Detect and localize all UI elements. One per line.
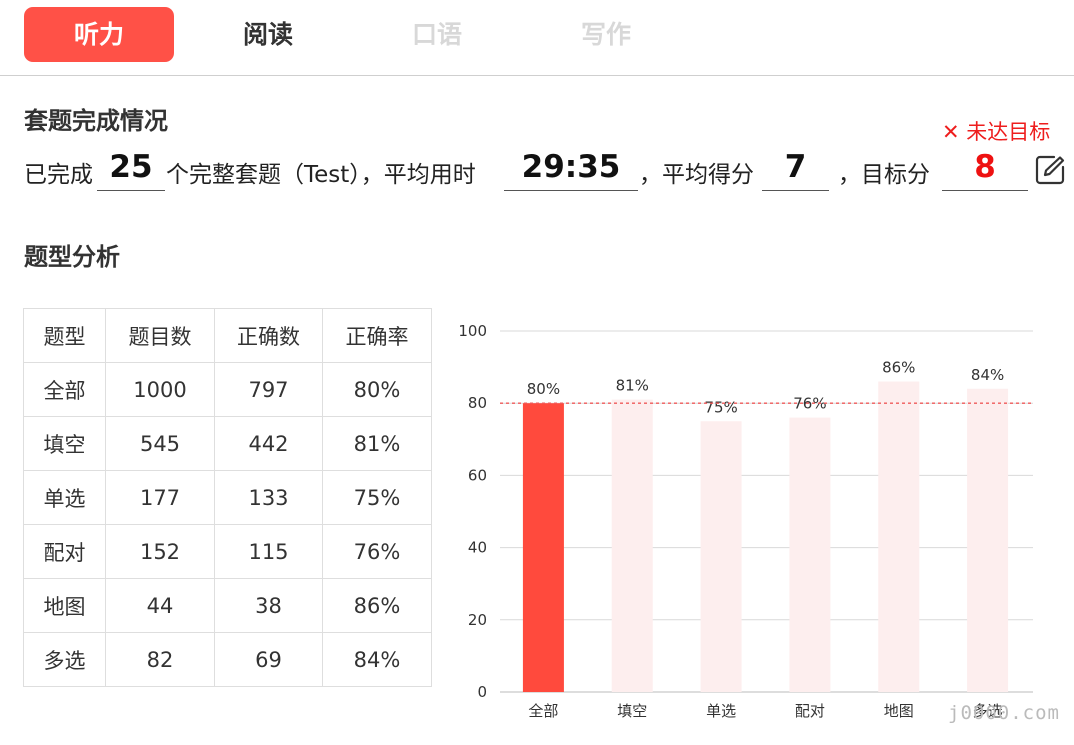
target-status: ✕ 未达目标 <box>942 120 1051 144</box>
target-score: 8 <box>942 144 1028 191</box>
bar <box>522 403 564 692</box>
cell-rate: 81% <box>322 416 432 471</box>
bar <box>789 417 831 692</box>
cell-count: 152 <box>105 524 215 579</box>
cell-rate: 76% <box>322 524 432 579</box>
cell-count: 44 <box>105 578 215 633</box>
cell-count: 82 <box>105 632 215 687</box>
cell-correct: 797 <box>214 362 323 417</box>
watermark-text: j0000.com <box>948 702 1060 724</box>
tab-speaking[interactable]: 口语 <box>411 20 462 49</box>
analysis-title: 题型分析 <box>24 243 120 271</box>
tab-reading[interactable]: 阅读 <box>242 20 293 49</box>
bar-value-label: 80% <box>527 380 560 398</box>
x-tick-label: 全部 <box>528 702 558 720</box>
cell-type: 单选 <box>23 470 106 525</box>
x-tick-label: 填空 <box>617 702 647 720</box>
cell-type: 地图 <box>23 578 106 633</box>
table-row: 填空 545 442 81% <box>23 416 432 471</box>
summary-mid1: 个完整套题（Test），平均用时 <box>166 162 476 188</box>
bar-value-label: 86% <box>882 359 915 377</box>
cell-correct: 69 <box>214 632 323 687</box>
cell-count: 1000 <box>105 362 215 417</box>
table-row: 配对 152 115 76% <box>23 524 432 579</box>
bar-value-label: 75% <box>704 398 737 416</box>
tab-listening[interactable]: 听力 <box>24 7 174 62</box>
x-tick-label: 配对 <box>795 702 825 720</box>
cell-type: 填空 <box>23 416 106 471</box>
summary-prefix: 已完成 <box>24 162 93 188</box>
cell-rate: 75% <box>322 470 432 525</box>
accuracy-bar-chart: 0 20 40 60 80 100 80% 全部 81% 填空 75% 单选 76% 配对 86% 地图 84%… <box>458 322 1033 720</box>
y-tick-label: 0 <box>477 683 487 701</box>
table-header-row: 题型 题目数 正确数 正确率 <box>23 308 432 363</box>
tab-bar: 听力 阅读 口语 写作 <box>0 0 1074 76</box>
summary-mid3: ，目标分 <box>838 162 930 188</box>
tab-writing[interactable]: 写作 <box>580 20 631 49</box>
cell-type: 配对 <box>23 524 106 579</box>
cell-count: 177 <box>105 470 215 525</box>
bar-value-label: 84% <box>971 366 1004 384</box>
cell-correct: 38 <box>214 578 323 633</box>
column-header-rate: 正确率 <box>322 308 432 363</box>
y-tick-label: 100 <box>458 322 487 340</box>
table-row: 单选 177 133 75% <box>23 470 432 525</box>
cell-rate: 80% <box>322 362 432 417</box>
cell-type: 多选 <box>23 632 106 687</box>
bar-value-label: 76% <box>793 395 826 413</box>
column-header-count: 题目数 <box>105 308 215 363</box>
column-header-type: 题型 <box>23 308 106 363</box>
cell-rate: 86% <box>322 578 432 633</box>
table-row: 地图 44 38 86% <box>23 578 432 633</box>
x-tick-label: 单选 <box>706 702 736 720</box>
cell-type: 全部 <box>23 362 106 417</box>
table-row: 多选 82 69 84% <box>23 632 432 687</box>
bar <box>878 381 920 692</box>
bar-value-label: 81% <box>616 377 649 395</box>
edit-pencil-icon[interactable] <box>1034 154 1066 186</box>
x-tick-label: 地图 <box>884 702 914 720</box>
column-header-correct: 正确数 <box>214 308 323 363</box>
bar <box>967 388 1009 692</box>
completed-count: 25 <box>97 144 165 191</box>
y-tick-label: 20 <box>468 611 487 629</box>
summary-title: 套题完成情况 <box>24 107 168 135</box>
y-tick-label: 80 <box>468 394 487 412</box>
cell-correct: 442 <box>214 416 323 471</box>
summary-mid2: ，平均得分 <box>639 162 754 188</box>
table-row: 全部 1000 797 80% <box>23 362 432 417</box>
average-score: 7 <box>762 144 829 191</box>
cell-correct: 133 <box>214 470 323 525</box>
question-type-table: 题型 题目数 正确数 正确率 全部 1000 797 80% 填空 545 44… <box>23 308 432 687</box>
y-tick-label: 40 <box>468 539 487 557</box>
y-tick-label: 60 <box>468 466 487 484</box>
cell-count: 545 <box>105 416 215 471</box>
bar <box>611 399 653 692</box>
bar <box>700 421 742 692</box>
cell-correct: 115 <box>214 524 323 579</box>
cell-rate: 84% <box>322 632 432 687</box>
x-tick-label: 多选 <box>973 702 1003 720</box>
average-time: 29:35 <box>504 144 638 191</box>
